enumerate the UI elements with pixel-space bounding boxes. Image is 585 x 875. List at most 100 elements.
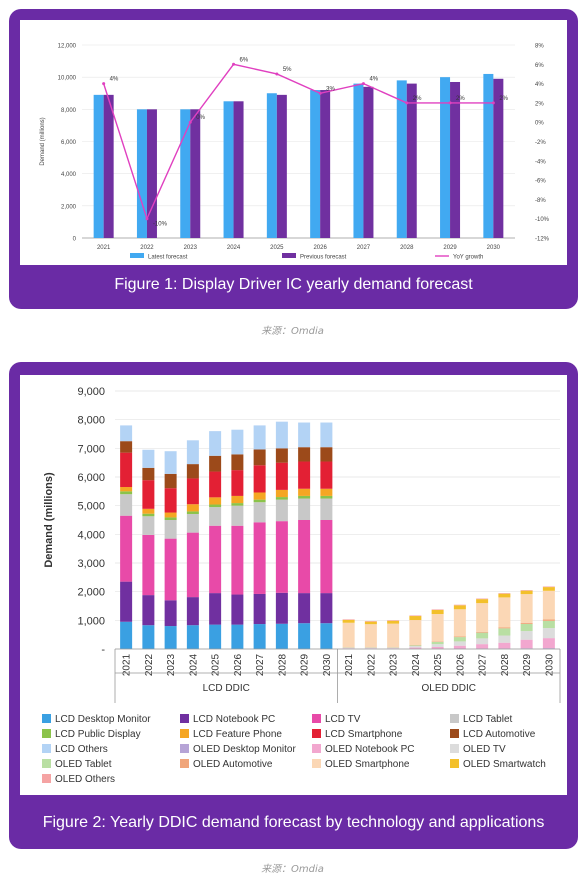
yoy-point bbox=[449, 101, 452, 104]
y-tick-label: 4,000 bbox=[77, 529, 105, 541]
y2-tick-label: -6% bbox=[535, 179, 546, 185]
stacked-bar-segment bbox=[298, 462, 310, 489]
stacked-bar-segment bbox=[320, 423, 332, 448]
bar bbox=[224, 101, 234, 238]
stacked-bar-segment bbox=[521, 594, 533, 623]
stacked-bar-segment bbox=[231, 625, 243, 649]
stacked-bar-segment bbox=[365, 624, 377, 647]
stacked-bar-segment bbox=[432, 641, 444, 642]
x-tick-label: 2022 bbox=[140, 245, 154, 251]
stacked-bar-segment bbox=[543, 619, 555, 620]
stacked-bar-segment bbox=[343, 648, 355, 649]
stacked-bar-segment bbox=[187, 464, 199, 478]
bar bbox=[320, 90, 330, 238]
legend-label: LCD Smartphone bbox=[325, 729, 403, 740]
stacked-bar-segment bbox=[209, 526, 221, 593]
stacked-bar-segment bbox=[142, 480, 154, 509]
stacked-bar-segment bbox=[187, 440, 199, 464]
stacked-bar-segment bbox=[476, 638, 488, 644]
stacked-bar-segment bbox=[543, 587, 555, 591]
stacked-bar-segment bbox=[432, 644, 444, 647]
legend-swatch bbox=[180, 714, 189, 723]
stacked-bar-segment bbox=[432, 610, 444, 614]
stacked-bar-segment bbox=[298, 489, 310, 496]
stacked-bar-segment bbox=[454, 641, 466, 645]
legend-label: OLED Desktop Monitor bbox=[193, 744, 296, 755]
stacked-bar-segment bbox=[142, 595, 154, 625]
stacked-bar-segment bbox=[432, 642, 444, 644]
stacked-bar-segment bbox=[343, 619, 355, 620]
yoy-point bbox=[232, 63, 235, 66]
yoy-point bbox=[362, 82, 365, 85]
y2-tick-label: 4% bbox=[535, 82, 544, 88]
bar bbox=[190, 109, 200, 238]
stacked-bar-segment bbox=[298, 499, 310, 521]
stacked-bar-segment bbox=[187, 514, 199, 533]
yoy-point bbox=[492, 101, 495, 104]
yoy-data-label: 6% bbox=[240, 57, 249, 63]
y-tick-label: 2,000 bbox=[77, 587, 105, 599]
stacked-bar-segment bbox=[320, 499, 332, 521]
stacked-bar-segment bbox=[209, 431, 221, 456]
stacked-bar-segment bbox=[209, 593, 221, 625]
bar bbox=[440, 77, 450, 238]
stacked-bar-segment bbox=[254, 449, 266, 465]
bar bbox=[94, 95, 104, 238]
y-tick-label: - bbox=[101, 644, 105, 656]
stacked-bar-segment bbox=[276, 422, 288, 449]
legend-label: OLED TV bbox=[463, 744, 506, 755]
stacked-bar-segment bbox=[231, 506, 243, 526]
stacked-bar-segment bbox=[521, 590, 533, 591]
stacked-bar-segment bbox=[521, 640, 533, 649]
figure2-caption: Figure 2: Yearly DDIC demand forecast by… bbox=[9, 814, 578, 832]
stacked-bar-segment bbox=[498, 628, 510, 629]
stacked-bar-segment bbox=[276, 521, 288, 593]
legend-swatch bbox=[42, 714, 51, 723]
stacked-bar-segment bbox=[409, 645, 421, 646]
stacked-bar-segment bbox=[187, 533, 199, 598]
stacked-bar-segment bbox=[165, 474, 177, 488]
stacked-bar-segment bbox=[409, 616, 421, 620]
y2-tick-label: 0% bbox=[535, 121, 544, 127]
stacked-bar-segment bbox=[476, 644, 488, 648]
stacked-bar-segment bbox=[365, 648, 377, 649]
stacked-bar-segment bbox=[454, 646, 466, 649]
stacked-bar-segment bbox=[231, 496, 243, 503]
stacked-bar-segment bbox=[187, 625, 199, 649]
bar bbox=[353, 84, 363, 238]
legend-swatch bbox=[450, 744, 459, 753]
stacked-bar-segment bbox=[165, 626, 177, 649]
legend-label: YoY growth bbox=[453, 255, 483, 261]
stacked-bar-segment bbox=[165, 600, 177, 626]
legend-label: Previous forecast bbox=[300, 255, 347, 261]
y-tick-label: 6,000 bbox=[77, 472, 105, 484]
stacked-bar-segment bbox=[298, 520, 310, 593]
yoy-point bbox=[319, 92, 322, 95]
bar bbox=[407, 84, 417, 238]
stacked-bar-segment bbox=[120, 453, 132, 487]
yoy-point bbox=[189, 121, 192, 124]
stacked-bar-segment bbox=[476, 603, 488, 632]
stacked-bar-segment bbox=[254, 492, 266, 499]
stacked-bar-segment bbox=[387, 620, 399, 621]
bar bbox=[277, 95, 287, 238]
bar bbox=[267, 93, 277, 238]
y-tick-label: 8,000 bbox=[77, 415, 105, 427]
legend-label: LCD Automotive bbox=[463, 729, 536, 740]
stacked-bar-segment bbox=[165, 520, 177, 539]
stacked-bar-segment bbox=[165, 517, 177, 520]
stacked-bar-segment bbox=[142, 625, 154, 649]
stacked-bar-segment bbox=[120, 425, 132, 441]
legend-swatch bbox=[312, 714, 321, 723]
y-tick-label: 12,000 bbox=[58, 44, 77, 50]
group-label: OLED DDIC bbox=[422, 683, 476, 694]
stacked-bar-segment bbox=[231, 430, 243, 455]
legend-label: LCD Public Display bbox=[55, 729, 141, 740]
stacked-bar-segment bbox=[387, 624, 399, 648]
legend-swatch bbox=[450, 729, 459, 738]
legend-swatch bbox=[42, 729, 51, 738]
y-tick-label: 8,000 bbox=[61, 108, 77, 114]
stacked-bar-segment bbox=[142, 468, 154, 480]
bar bbox=[310, 90, 320, 238]
stacked-bar-segment bbox=[543, 628, 555, 638]
